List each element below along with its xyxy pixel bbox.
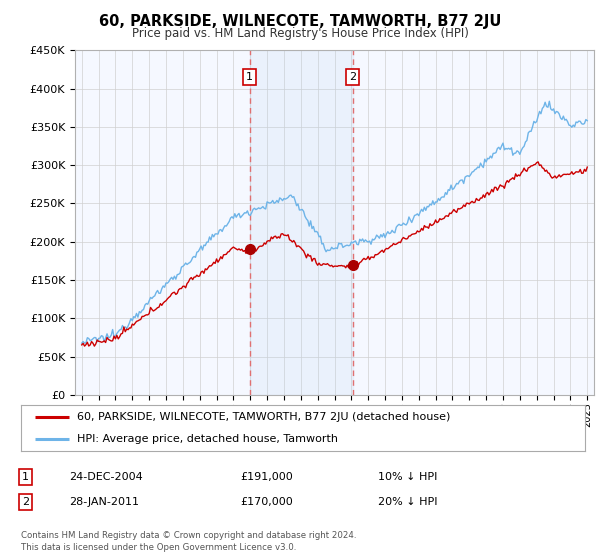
Text: 60, PARKSIDE, WILNECOTE, TAMWORTH, B77 2JU: 60, PARKSIDE, WILNECOTE, TAMWORTH, B77 2… — [99, 14, 501, 29]
Text: 10% ↓ HPI: 10% ↓ HPI — [378, 472, 437, 482]
Text: 28-JAN-2011: 28-JAN-2011 — [69, 497, 139, 507]
Text: HPI: Average price, detached house, Tamworth: HPI: Average price, detached house, Tamw… — [77, 435, 338, 444]
Text: 2: 2 — [349, 72, 356, 82]
Text: Price paid vs. HM Land Registry's House Price Index (HPI): Price paid vs. HM Land Registry's House … — [131, 27, 469, 40]
Text: £170,000: £170,000 — [240, 497, 293, 507]
Text: £191,000: £191,000 — [240, 472, 293, 482]
Bar — [250, 50, 353, 395]
Text: 1: 1 — [246, 72, 253, 82]
Text: 60, PARKSIDE, WILNECOTE, TAMWORTH, B77 2JU (detached house): 60, PARKSIDE, WILNECOTE, TAMWORTH, B77 2… — [77, 412, 451, 422]
Text: 24-DEC-2004: 24-DEC-2004 — [69, 472, 143, 482]
Text: 2: 2 — [22, 497, 29, 507]
Text: Contains HM Land Registry data © Crown copyright and database right 2024.
This d: Contains HM Land Registry data © Crown c… — [21, 531, 356, 552]
Text: 1: 1 — [22, 472, 29, 482]
Text: 20% ↓ HPI: 20% ↓ HPI — [378, 497, 437, 507]
